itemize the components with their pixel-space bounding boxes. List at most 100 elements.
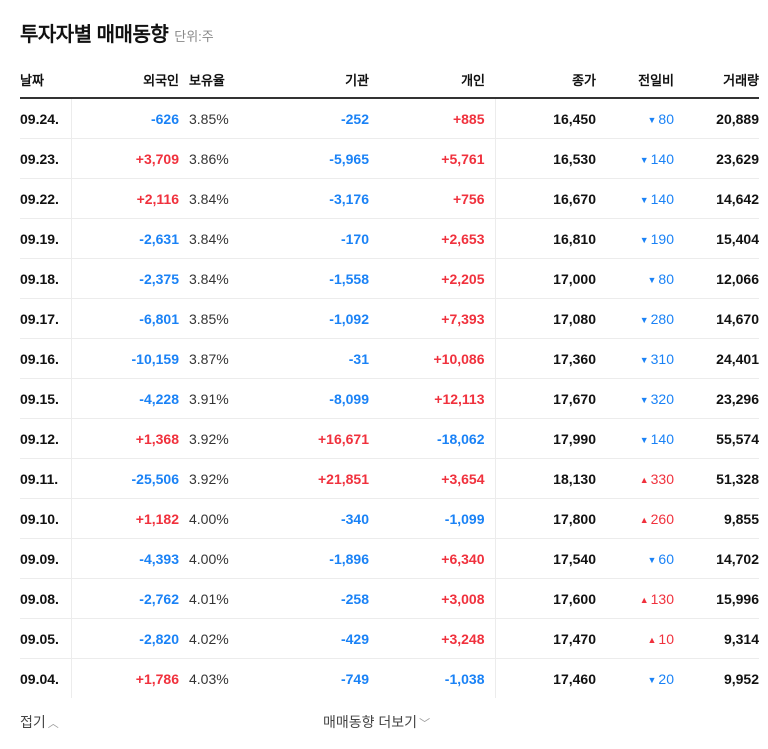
cell-holding-rate: 4.00% bbox=[179, 498, 279, 539]
cell-individual: +3,248 bbox=[369, 618, 496, 659]
table-row: 09.04. +1,786 4.03% -749 -1,038 17,460 ▼ 20 9,95… bbox=[20, 658, 759, 698]
fold-button[interactable]: 접기 ︿ bbox=[20, 712, 59, 732]
triangle-down-icon: ▼ bbox=[639, 314, 649, 325]
cell-individual: +2,205 bbox=[369, 258, 496, 299]
table-row: 09.19. -2,631 3.84% -170 +2,653 16,810 ▼ 190 15,… bbox=[20, 218, 759, 259]
triangle-down-icon: ▼ bbox=[647, 554, 657, 565]
more-trading-trend-button[interactable]: 매매동향 더보기 ﹀ bbox=[323, 712, 430, 732]
cell-foreign: -25,506 bbox=[71, 458, 179, 499]
col-header-institution: 기관 bbox=[279, 62, 369, 99]
cell-volume: 24,401 bbox=[674, 338, 759, 379]
cell-holding-rate: 3.85% bbox=[179, 298, 279, 339]
chevron-down-icon: ﹀ bbox=[419, 718, 431, 730]
change-value: 20 bbox=[658, 670, 674, 687]
cell-close-price: 17,800 bbox=[495, 498, 596, 539]
cell-date: 09.22. bbox=[20, 178, 72, 219]
fold-label: 접기 bbox=[20, 714, 46, 730]
cell-holding-rate: 3.86% bbox=[179, 138, 279, 179]
cell-institution: -8,099 bbox=[279, 378, 369, 419]
cell-foreign: +1,786 bbox=[135, 670, 179, 687]
cell-volume: 23,296 bbox=[674, 378, 759, 419]
change-value: 80 bbox=[658, 110, 674, 127]
investor-trading-table: 날짜 외국인 보유율 기관 개인 종가 전일비 거래량 09.24. -626 3.… bbox=[20, 62, 759, 698]
cell-close-price: 16,810 bbox=[495, 218, 596, 259]
table-row: 09.05. -2,820 4.02% -429 +3,248 17,470 ▲ 10 9,31… bbox=[20, 618, 759, 659]
table-body: 09.24. -626 3.85% -252 +885 16,450 ▼ 80 20,889 09… bbox=[20, 98, 759, 698]
cell-change: ▼ 320 bbox=[596, 378, 674, 419]
cell-institution: -1,092 bbox=[279, 298, 369, 339]
cell-holding-rate: 3.85% bbox=[179, 98, 279, 139]
cell-volume: 14,702 bbox=[674, 538, 759, 579]
cell-holding-rate: 3.92% bbox=[179, 458, 279, 499]
cell-institution: -1,558 bbox=[279, 258, 369, 299]
cell-close-price: 17,990 bbox=[495, 418, 596, 459]
triangle-down-icon: ▼ bbox=[639, 394, 649, 405]
cell-change: ▼ 140 bbox=[596, 418, 674, 459]
cell-institution: -258 bbox=[279, 578, 369, 619]
cell-holding-rate: 4.01% bbox=[179, 578, 279, 619]
change-value: 310 bbox=[650, 350, 674, 367]
unit-label: 단위:주 bbox=[174, 29, 214, 44]
change-value: 10 bbox=[658, 630, 674, 647]
cell-change: ▼ 280 bbox=[596, 298, 674, 339]
change-value: 330 bbox=[650, 470, 674, 487]
cell-institution: -340 bbox=[279, 498, 369, 539]
cell-close-price: 17,470 bbox=[495, 618, 596, 659]
table-row: 09.11. -25,506 3.92% +21,851 +3,654 18,130 ▲ 33… bbox=[20, 458, 759, 499]
cell-institution: -252 bbox=[279, 98, 369, 139]
cell-date: 09.16. bbox=[20, 338, 72, 379]
change-value: 280 bbox=[650, 310, 674, 327]
cell-change: ▼ 80 bbox=[596, 258, 674, 299]
change-value: 60 bbox=[658, 550, 674, 567]
table-row: 09.12. +1,368 3.92% +16,671 -18,062 17,990 ▼ 14… bbox=[20, 418, 759, 459]
cell-institution: -3,176 bbox=[279, 178, 369, 219]
triangle-up-icon: ▲ bbox=[647, 634, 657, 645]
cell-close-price: 17,460 bbox=[553, 670, 596, 687]
cell-individual: +2,653 bbox=[369, 218, 496, 259]
cell-date: 09.12. bbox=[20, 418, 72, 459]
cell-foreign: -2,820 bbox=[71, 618, 179, 659]
table-row: 09.09. -4,393 4.00% -1,896 +6,340 17,540 ▼ 60 14… bbox=[20, 538, 759, 579]
cell-volume: 12,066 bbox=[674, 258, 759, 299]
cell-close-price: 17,000 bbox=[495, 258, 596, 299]
change-value: 130 bbox=[650, 590, 674, 607]
cell-volume: 55,574 bbox=[674, 418, 759, 459]
cell-holding-rate: 4.03% bbox=[189, 670, 229, 687]
cell-volume: 20,889 bbox=[674, 98, 759, 139]
cell-foreign: -2,631 bbox=[71, 218, 179, 259]
cell-holding-rate: 4.02% bbox=[179, 618, 279, 659]
col-header-holding-rate: 보유율 bbox=[179, 62, 279, 99]
cell-close-price: 16,670 bbox=[495, 178, 596, 219]
cell-change: ▼ 140 bbox=[596, 138, 674, 179]
cell-holding-rate: 3.92% bbox=[179, 418, 279, 459]
change-value: 320 bbox=[650, 390, 674, 407]
cell-institution: -1,896 bbox=[279, 538, 369, 579]
cell-institution: -749 bbox=[340, 670, 369, 687]
section-header: 투자자별 매매동향 단위:주 bbox=[20, 18, 214, 47]
page-title: 투자자별 매매동향 bbox=[20, 24, 169, 46]
triangle-up-icon: ▲ bbox=[639, 594, 649, 605]
cell-volume: 9,952 bbox=[723, 670, 759, 687]
cell-volume: 15,996 bbox=[674, 578, 759, 619]
cell-institution: +21,851 bbox=[279, 458, 369, 499]
cell-holding-rate: 3.91% bbox=[179, 378, 279, 419]
cell-date: 09.15. bbox=[20, 378, 72, 419]
cell-change: ▲ 130 bbox=[596, 578, 674, 619]
table-row: 09.23. +3,709 3.86% -5,965 +5,761 16,530 ▼ 140 2… bbox=[20, 138, 759, 179]
table-row: 09.16. -10,159 3.87% -31 +10,086 17,360 ▼ 310 24… bbox=[20, 338, 759, 379]
cell-date: 09.04. bbox=[20, 658, 72, 698]
table-row: 09.10. +1,182 4.00% -340 -1,099 17,800 ▲ 260 9,8… bbox=[20, 498, 759, 539]
cell-foreign: -4,393 bbox=[71, 538, 179, 579]
col-header-change: 전일비 bbox=[596, 62, 674, 99]
cell-individual: -18,062 bbox=[369, 418, 496, 459]
cell-foreign: -626 bbox=[71, 98, 179, 139]
cell-foreign: +3,709 bbox=[71, 138, 179, 179]
cell-date: 09.24. bbox=[20, 98, 72, 139]
cell-date: 09.19. bbox=[20, 218, 72, 259]
col-header-close-price: 종가 bbox=[495, 62, 596, 99]
table-row: 09.24. -626 3.85% -252 +885 16,450 ▼ 80 20,889 bbox=[20, 98, 759, 139]
cell-institution: -429 bbox=[279, 618, 369, 659]
cell-close-price: 17,360 bbox=[495, 338, 596, 379]
cell-date: 09.17. bbox=[20, 298, 72, 339]
cell-volume: 15,404 bbox=[674, 218, 759, 259]
